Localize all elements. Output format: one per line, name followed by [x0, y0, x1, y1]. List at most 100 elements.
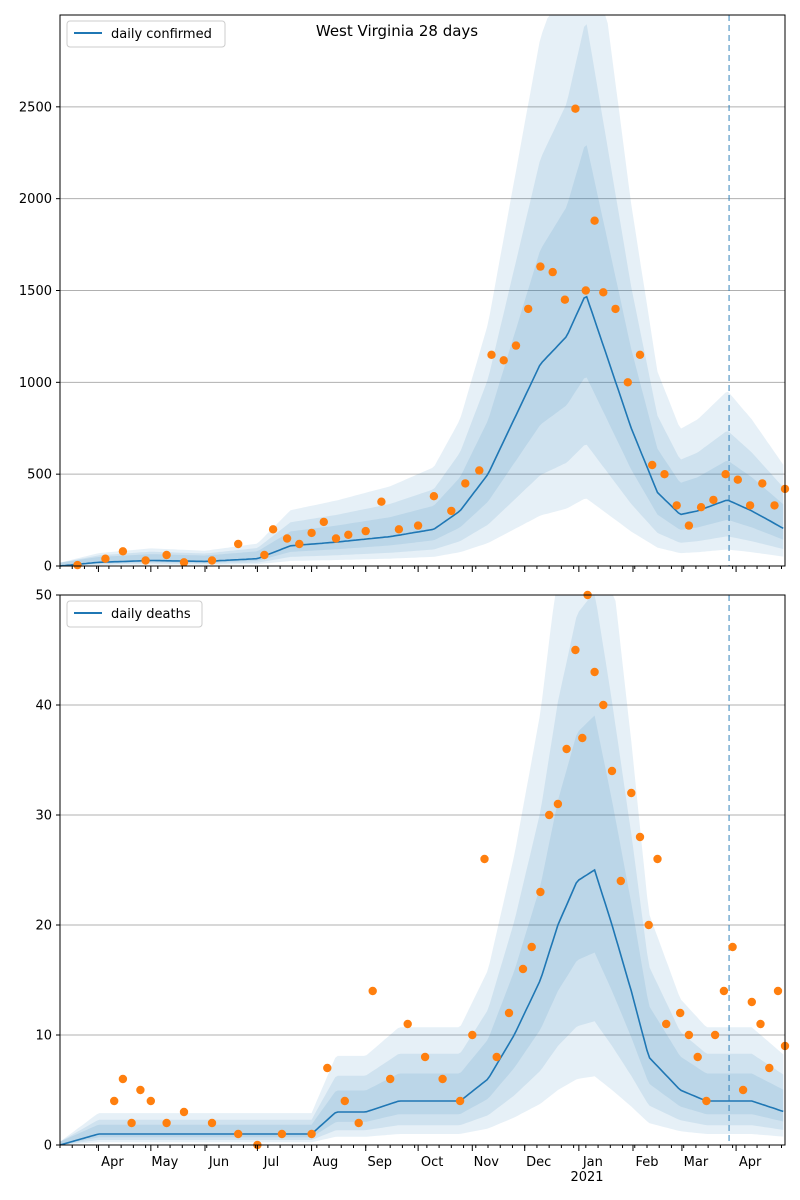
data-point: [394, 525, 404, 534]
x-tick-label: Jan: [582, 1155, 603, 1170]
confirmed-uncertainty-bands: [60, 15, 784, 567]
uncertainty-band: [60, 24, 784, 566]
deaths-legend-box: [66, 600, 203, 628]
data-point: [475, 466, 484, 475]
data-point: [429, 492, 439, 501]
data-point: [179, 558, 189, 567]
data-point: [504, 1008, 514, 1018]
deaths-uncertainty-bands: [60, 595, 784, 1145]
data-point: [386, 1074, 395, 1084]
data-point: [468, 1030, 477, 1040]
y-tick-label: 500: [27, 468, 52, 483]
y-tick-label: 1500: [19, 284, 52, 299]
data-point: [361, 526, 370, 536]
data-point: [518, 964, 528, 974]
data-point: [599, 288, 608, 297]
y-tick-label: 0: [44, 560, 52, 575]
y-tick-label: 50: [35, 589, 52, 604]
year-label: 2021: [570, 1170, 603, 1185]
data-point: [377, 497, 386, 506]
data-point: [738, 1085, 748, 1095]
data-point: [644, 920, 653, 930]
confirmed-panel: 0 500 1000 1500 2000 2500 West Virginia 28 da…: [19, 14, 790, 575]
data-point: [536, 262, 545, 271]
deaths-x-ticks: Apr May Jun Jul Aug Sep Oct Nov Dec Jan Feb Mar Apr: [59, 1145, 783, 1170]
data-point: [770, 501, 779, 510]
x-tick-label: Nov: [474, 1155, 500, 1170]
data-point: [548, 267, 557, 277]
data-point: [461, 479, 470, 488]
data-point: [536, 887, 545, 897]
confirmed-points: [73, 104, 790, 570]
data-point: [447, 506, 456, 516]
uncertainty-band: [60, 715, 784, 1145]
y-tick-label: 30: [35, 809, 52, 824]
data-point: [590, 667, 599, 677]
data-point: [307, 528, 316, 538]
data-point: [635, 832, 645, 842]
y-tick-label: 2000: [19, 192, 52, 207]
data-point: [340, 1096, 349, 1106]
data-point: [179, 1107, 189, 1117]
data-point: [110, 1096, 119, 1106]
data-point: [413, 521, 423, 530]
y-tick-label: 20: [35, 919, 52, 934]
y-tick-label: 40: [35, 699, 52, 714]
data-point: [696, 503, 706, 512]
x-tick-label: Feb: [635, 1155, 658, 1170]
data-point: [207, 1118, 217, 1128]
data-point: [118, 547, 128, 556]
data-point: [511, 341, 521, 350]
y-tick-label: 0: [44, 1139, 52, 1154]
confirmed-x-ticks: [59, 566, 783, 572]
data-point: [480, 854, 489, 864]
confirmed-legend-box: [66, 20, 226, 48]
data-point: [420, 1052, 430, 1062]
data-point: [709, 495, 718, 505]
data-point: [693, 1052, 702, 1062]
data-point: [323, 1063, 332, 1073]
data-point: [524, 304, 533, 314]
data-point: [282, 534, 292, 543]
x-tick-label: Dec: [526, 1155, 551, 1170]
data-point: [672, 501, 681, 510]
data-point: [127, 1118, 136, 1128]
data-point: [118, 1074, 128, 1084]
data-point: [331, 534, 341, 543]
y-tick-label: 10: [35, 1029, 52, 1044]
deaths-legend: daily deaths: [66, 600, 203, 628]
data-point: [136, 1085, 145, 1095]
data-point: [101, 554, 110, 563]
deaths-legend-label: daily deaths: [111, 607, 191, 622]
data-point: [277, 1129, 287, 1139]
confirmed-legend: daily confirmed: [66, 20, 226, 48]
data-point: [146, 1096, 155, 1106]
data-point: [553, 799, 563, 809]
data-point: [719, 986, 729, 996]
data-point: [268, 525, 278, 534]
chart-title: West Virginia 28 days: [316, 22, 478, 40]
data-point: [562, 744, 571, 754]
data-point: [560, 295, 570, 304]
x-tick-label: Apr: [739, 1155, 762, 1170]
x-tick-label: Oct: [421, 1155, 443, 1170]
data-point: [571, 104, 580, 113]
data-point: [234, 1129, 243, 1139]
deaths-axes-frame: [59, 594, 786, 1146]
data-point: [344, 530, 353, 539]
data-point: [599, 700, 608, 710]
data-point: [745, 501, 755, 510]
uncertainty-band: [60, 145, 784, 567]
data-point: [676, 1008, 685, 1018]
x-tick-label: May: [151, 1155, 178, 1170]
data-point: [571, 645, 580, 655]
series-line: [59, 868, 784, 1146]
data-point: [207, 556, 217, 565]
data-point: [455, 1096, 465, 1106]
data-point: [73, 560, 82, 570]
data-point: [368, 986, 377, 996]
data-point: [710, 1030, 720, 1040]
y-tick-label: 2500: [19, 100, 52, 115]
data-point: [747, 997, 756, 1007]
